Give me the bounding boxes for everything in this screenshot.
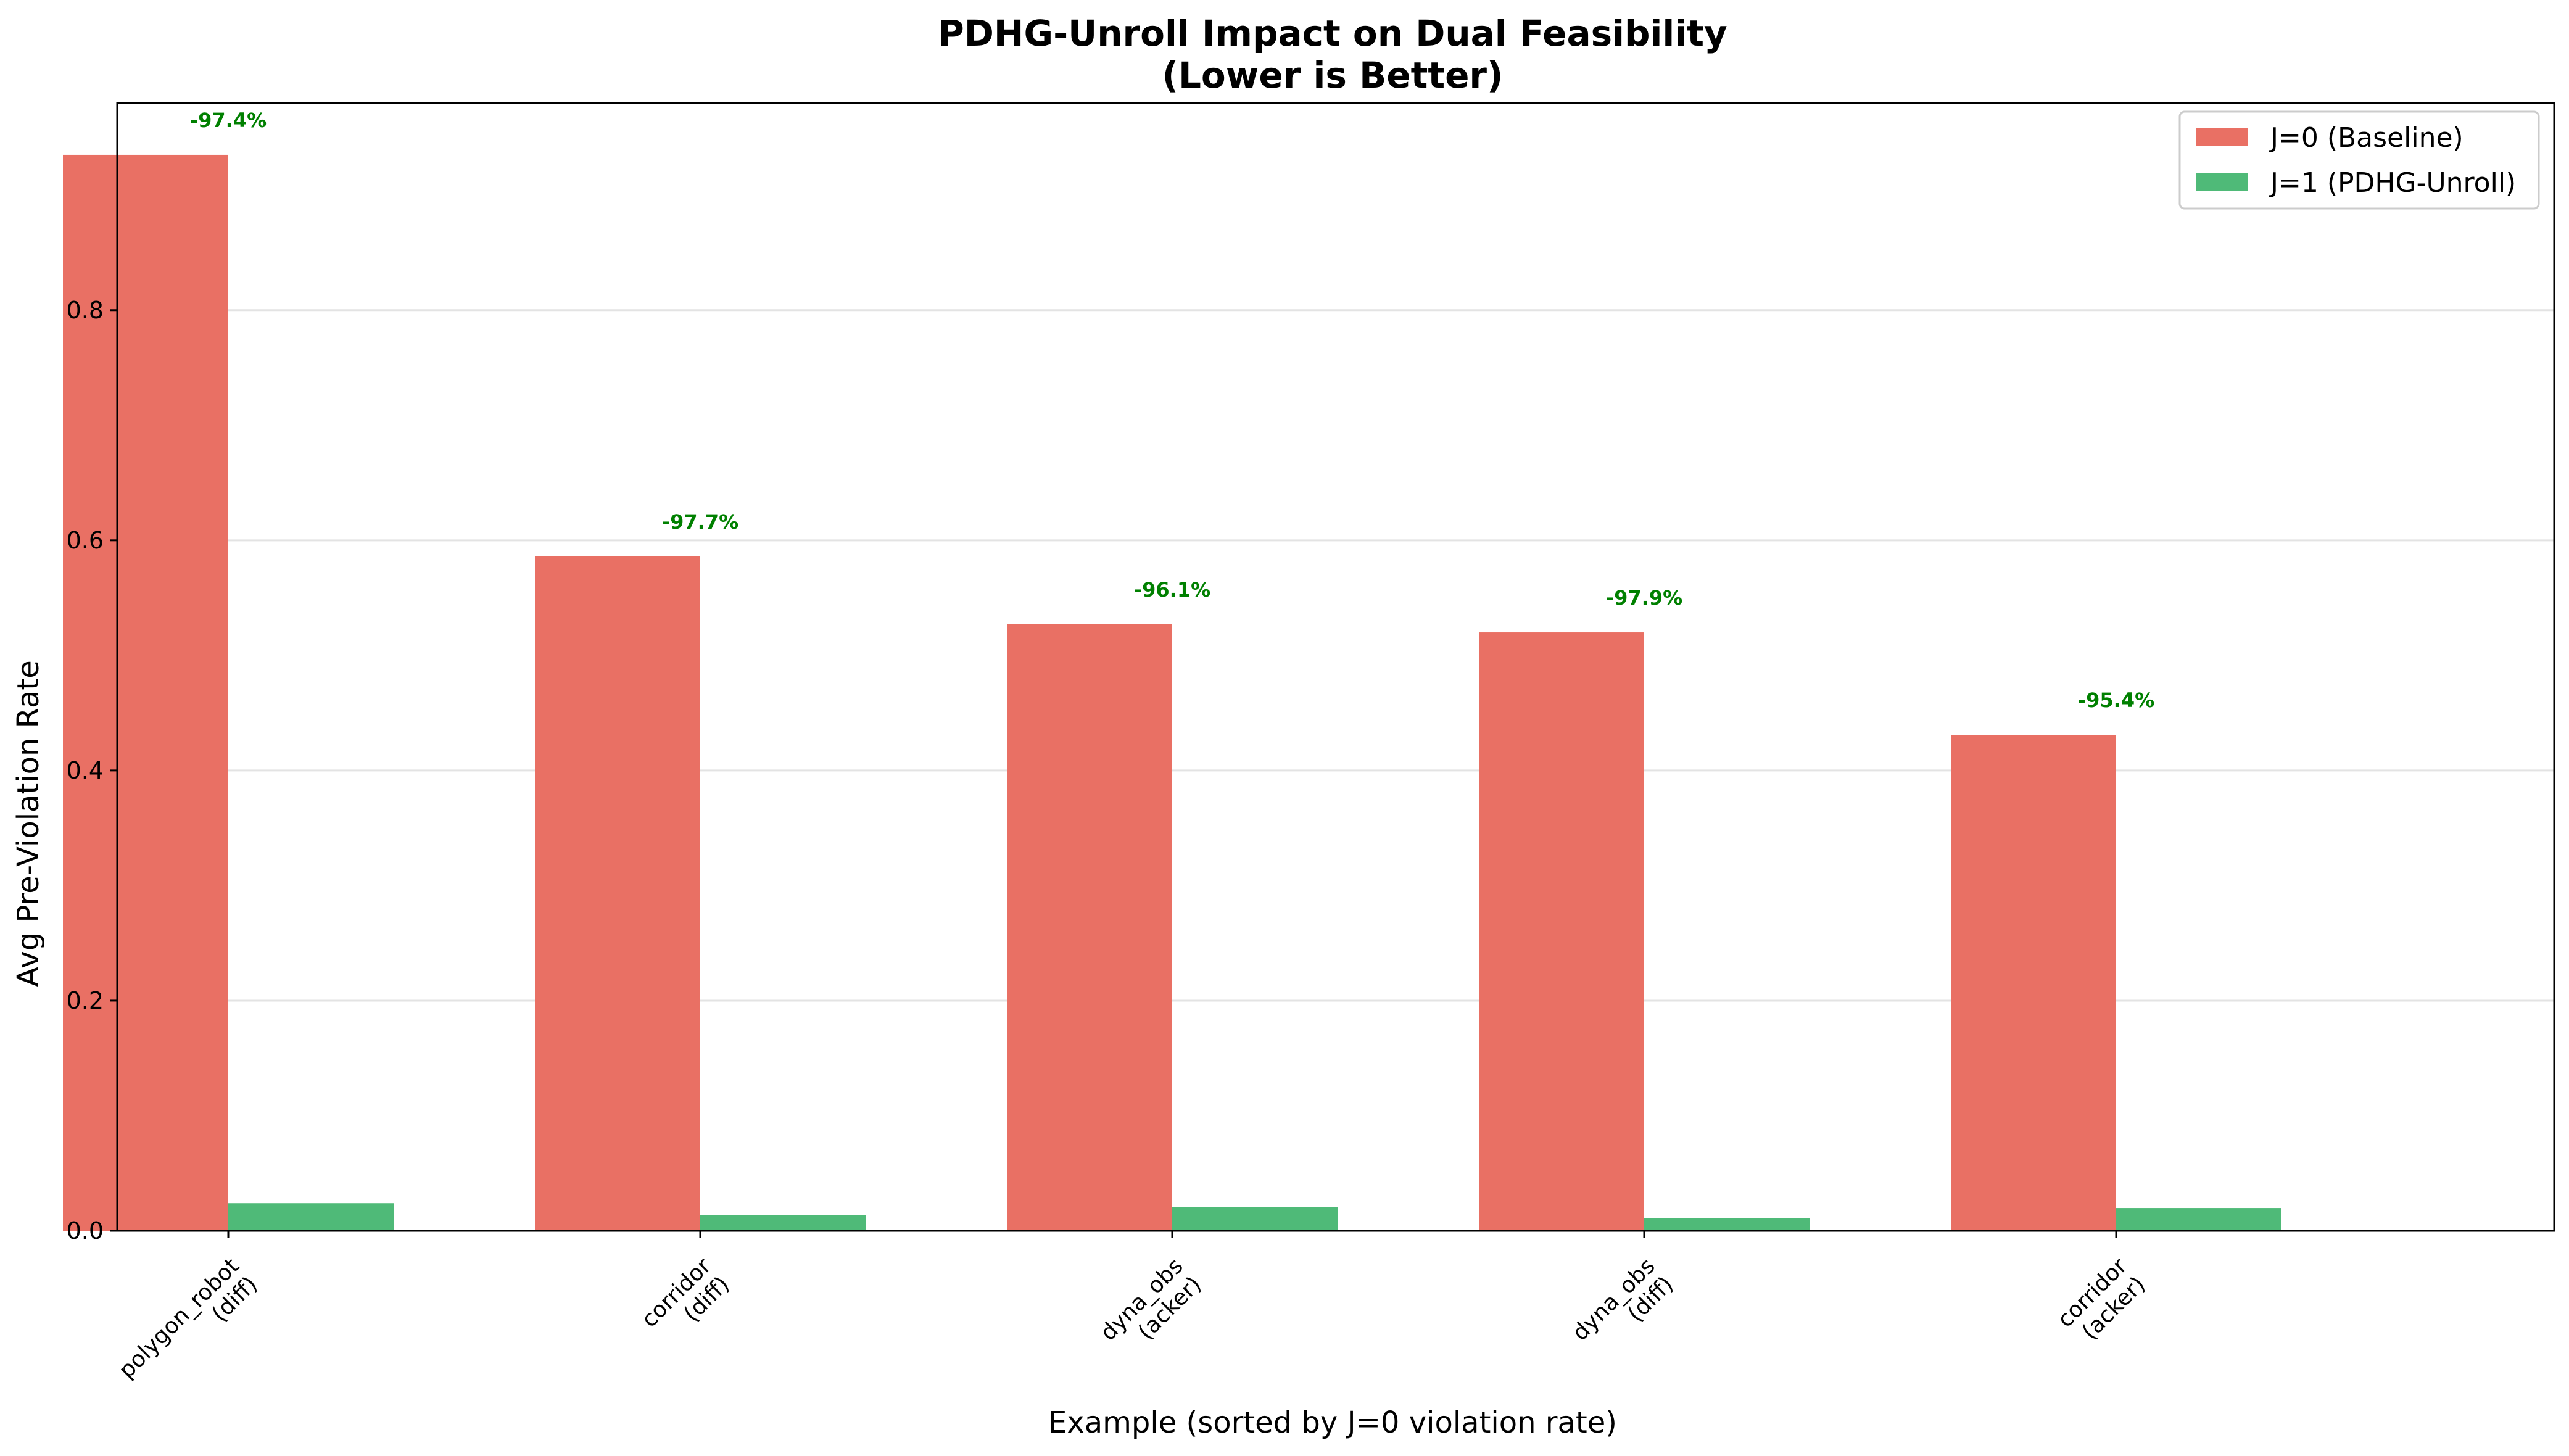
x-tick-label-group: corridor(diff) bbox=[637, 1253, 734, 1332]
bar-pdhg-unroll bbox=[2116, 1208, 2281, 1231]
y-tick-label: 0.2 bbox=[67, 987, 104, 1014]
x-axis-ticks: polygon_robot(diff) corridor(diff) dyna_ob… bbox=[114, 1231, 2150, 1384]
bar-annotations: -97.4% -97.7% -96.1% -97.9% -95.4% bbox=[190, 109, 2154, 712]
x-tick-label-group: corridor(acker) bbox=[2053, 1253, 2150, 1344]
legend-swatch-baseline bbox=[2196, 128, 2248, 146]
y-axis-label: Avg Pre-Violation Rate bbox=[11, 660, 46, 987]
y-tick-label: 0.0 bbox=[67, 1217, 104, 1244]
reduction-label: -97.7% bbox=[662, 510, 738, 534]
reduction-label: -97.4% bbox=[190, 109, 267, 132]
bar-pdhg-unroll bbox=[228, 1203, 394, 1231]
legend-frame bbox=[2178, 110, 2540, 210]
bar-baseline bbox=[1951, 735, 2116, 1231]
y-tick-label: 0.6 bbox=[67, 527, 104, 554]
chart-title-line-2: (Lower is Better) bbox=[1162, 54, 1503, 96]
plot-area-frame bbox=[116, 102, 2555, 1232]
x-axis-label: Example (sorted by J=0 violation rate) bbox=[1048, 1405, 1617, 1440]
bar-pdhg-unroll bbox=[700, 1215, 866, 1231]
bar-pdhg-unroll bbox=[1172, 1207, 1338, 1231]
legend-label-pdhg-unroll: J=1 (PDHG-Unroll) bbox=[2269, 167, 2516, 199]
y-axis-ticks: 0.0 0.2 0.4 0.6 0.8 bbox=[67, 297, 117, 1244]
bar-pdhg-unroll bbox=[1644, 1218, 1810, 1231]
x-tick-label-group: polygon_robot(diff) bbox=[114, 1254, 262, 1384]
x-tick-label-group: dyna_obs(diff) bbox=[1568, 1254, 1678, 1346]
legend-swatch-pdhg-unroll bbox=[2196, 173, 2248, 191]
y-tick-label: 0.4 bbox=[67, 757, 104, 784]
reduction-label: -95.4% bbox=[2078, 689, 2154, 712]
reduction-label: -96.1% bbox=[1134, 578, 1210, 602]
reduction-label: -97.9% bbox=[1606, 586, 1682, 610]
bars bbox=[63, 154, 2281, 1231]
legend: J=0 (Baseline) J=1 (PDHG-Unroll) bbox=[2178, 110, 2540, 210]
chart-title-line-1: PDHG-Unroll Impact on Dual Feasibility bbox=[938, 12, 1727, 54]
y-tick-label: 0.8 bbox=[67, 297, 104, 324]
x-tick-label-group: dyna_obs(acker) bbox=[1096, 1254, 1206, 1346]
grid-lines bbox=[117, 309, 2554, 1002]
legend-label-baseline: J=0 (Baseline) bbox=[2269, 122, 2464, 154]
bar-baseline bbox=[535, 556, 700, 1231]
bar-baseline bbox=[1479, 632, 1644, 1231]
bar-baseline bbox=[63, 154, 228, 1231]
bar-baseline bbox=[1007, 624, 1172, 1231]
